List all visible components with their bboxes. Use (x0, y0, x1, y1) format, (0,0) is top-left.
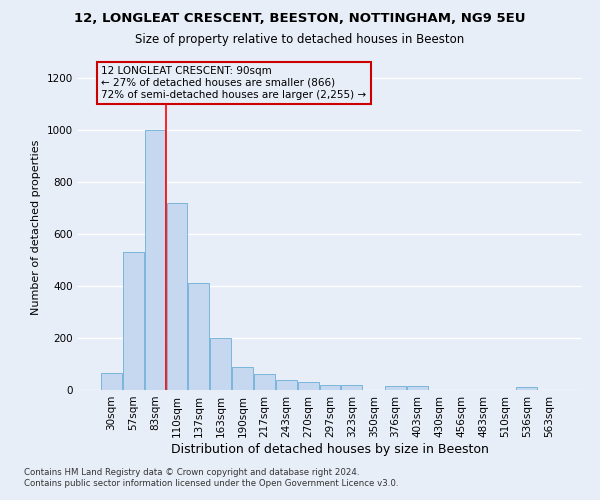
Text: Contains HM Land Registry data © Crown copyright and database right 2024.
Contai: Contains HM Land Registry data © Crown c… (24, 468, 398, 487)
Bar (123, 252, 143, 390)
Bar (320, 385, 340, 390)
Bar (254, 374, 275, 390)
Text: 12 LONGLEAT CRESCENT: 90sqm
← 27% of detached houses are smaller (866)
72% of se: 12 LONGLEAT CRESCENT: 90sqm ← 27% of det… (101, 66, 367, 100)
Bar (210, 338, 231, 390)
Bar (276, 380, 296, 390)
Text: Size of property relative to detached houses in Beeston: Size of property relative to detached ho… (136, 32, 464, 46)
Bar (145, 130, 166, 390)
Text: 12, LONGLEAT CRESCENT, BEESTON, NOTTINGHAM, NG9 5EU: 12, LONGLEAT CRESCENT, BEESTON, NOTTINGH… (74, 12, 526, 26)
Bar (232, 366, 253, 390)
X-axis label: Distribution of detached houses by size in Beeston: Distribution of detached houses by size … (171, 442, 489, 456)
Bar (188, 284, 209, 390)
Bar (298, 382, 319, 390)
Bar (385, 386, 406, 390)
Bar (517, 388, 537, 390)
Bar (341, 386, 362, 390)
Bar (407, 386, 428, 390)
Bar (101, 373, 122, 390)
Y-axis label: Number of detached properties: Number of detached properties (31, 140, 41, 315)
Bar (167, 203, 187, 390)
